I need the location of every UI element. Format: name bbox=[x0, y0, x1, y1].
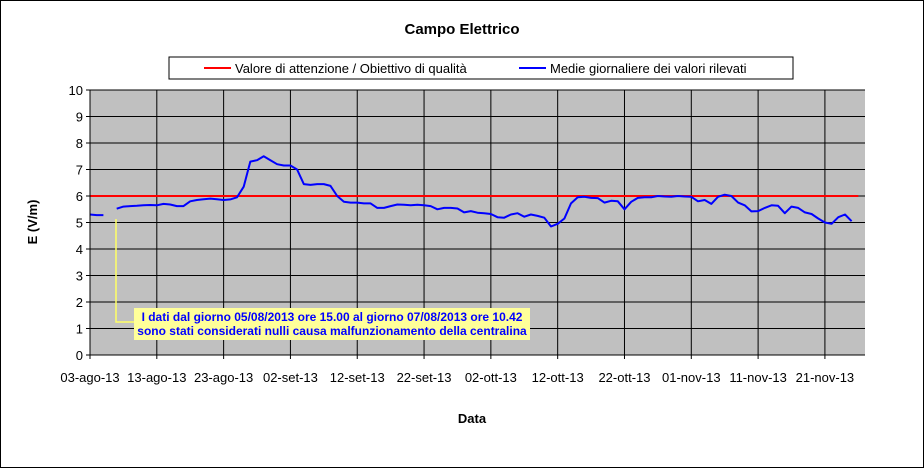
x-tick-label: 12-set-13 bbox=[330, 370, 385, 385]
annotation-box bbox=[134, 308, 530, 340]
x-tick-label: 21-nov-13 bbox=[796, 370, 855, 385]
legend-label-daily-means: Medie giornaliere dei valori rilevati bbox=[550, 61, 747, 76]
legend-box bbox=[168, 56, 794, 80]
chart-title: Campo Elettrico bbox=[404, 21, 519, 38]
y-tick-label: 0 bbox=[76, 348, 83, 363]
annotation: I dati dal giorno 05/08/2013 ore 15.00 a… bbox=[115, 219, 530, 340]
annotation-line-1: I dati dal giorno 05/08/2013 ore 15.00 a… bbox=[142, 310, 523, 324]
legend: Valore di attenzione / Obiettivo di qual… bbox=[168, 56, 794, 80]
series-layer bbox=[89, 155, 859, 228]
annotation-line-2: sono stati considerati nulli causa malfu… bbox=[137, 324, 527, 338]
x-tick-label: 02-set-13 bbox=[263, 370, 318, 385]
y-axis-label: E (V/m) bbox=[25, 200, 40, 245]
y-ticks: 0 1 2 3 4 5 6 7 8 9 10 bbox=[69, 83, 90, 363]
y-tick-label: 1 bbox=[76, 322, 83, 337]
x-axis-label: Data bbox=[458, 411, 487, 426]
y-tick-label: 4 bbox=[76, 242, 83, 257]
annotation-leader-line bbox=[115, 219, 134, 323]
x-tick-label: 22-ott-13 bbox=[598, 370, 650, 385]
y-tick-label: 8 bbox=[76, 136, 83, 151]
series-line-daily-means-segment-1 bbox=[89, 213, 104, 217]
y-tick-label: 7 bbox=[76, 163, 83, 178]
x-tick-label: 01-nov-13 bbox=[662, 370, 721, 385]
x-tick-label: 13-ago-13 bbox=[127, 370, 186, 385]
legend-label-threshold: Valore di attenzione / Obiettivo di qual… bbox=[235, 61, 468, 76]
y-tick-label: 2 bbox=[76, 295, 83, 310]
x-tick-label: 02-ott-13 bbox=[465, 370, 517, 385]
y-tick-label: 5 bbox=[76, 216, 83, 231]
x-tick-label: 23-ago-13 bbox=[194, 370, 253, 385]
x-tick-label: 22-set-13 bbox=[397, 370, 452, 385]
x-tick-label: 11-nov-13 bbox=[729, 370, 787, 385]
x-tick-label: 12-ott-13 bbox=[532, 370, 584, 385]
series-line-daily-means-segment-2 bbox=[116, 155, 853, 228]
y-tick-label: 6 bbox=[76, 189, 83, 204]
y-tick-label: 3 bbox=[76, 269, 83, 284]
y-tick-label: 10 bbox=[69, 83, 83, 98]
x-ticks: 03-ago-13 13-ago-13 23-ago-13 02-set-13 12-s… bbox=[60, 355, 854, 385]
y-tick-label: 9 bbox=[76, 110, 83, 125]
x-tick-label: 03-ago-13 bbox=[60, 370, 119, 385]
